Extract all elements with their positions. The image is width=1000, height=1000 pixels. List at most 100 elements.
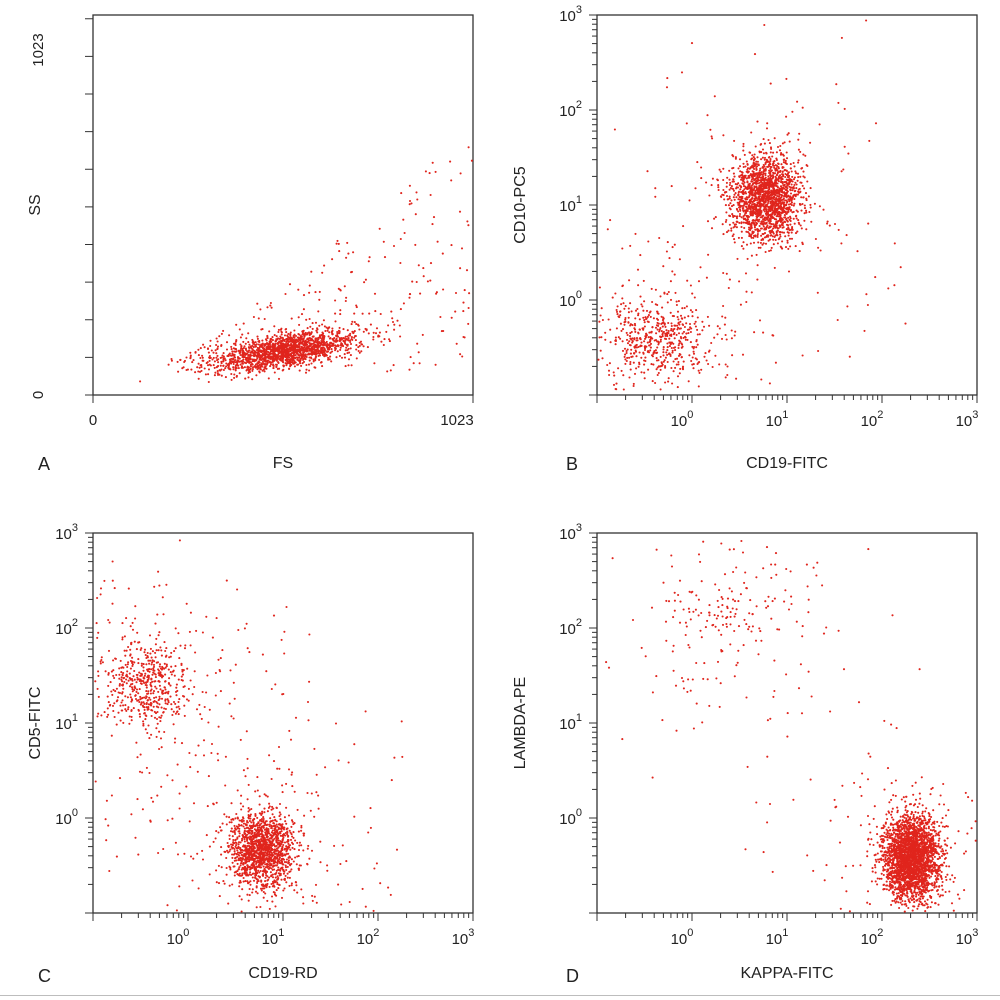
event-dot bbox=[302, 308, 305, 311]
event-dot bbox=[804, 192, 808, 195]
event-dot bbox=[887, 287, 890, 290]
event-dot bbox=[767, 182, 770, 185]
event-dot bbox=[302, 333, 305, 337]
event-dot bbox=[677, 344, 680, 347]
event-dot bbox=[755, 165, 759, 168]
event-dot bbox=[764, 205, 767, 209]
event-dot bbox=[604, 338, 607, 341]
event-dot bbox=[647, 368, 650, 371]
event-dot bbox=[728, 169, 731, 172]
event-dot bbox=[310, 351, 313, 354]
event-dot bbox=[778, 218, 782, 221]
event-dot bbox=[632, 382, 635, 385]
event-dot bbox=[350, 270, 354, 273]
event-dot bbox=[313, 366, 316, 369]
event-dot bbox=[805, 209, 808, 212]
event-dot bbox=[730, 229, 733, 232]
event-dot bbox=[651, 326, 654, 329]
event-dot bbox=[279, 359, 282, 362]
event-dot bbox=[776, 145, 780, 149]
event-dot bbox=[748, 167, 751, 170]
event-dot bbox=[645, 332, 648, 335]
event-dot bbox=[731, 354, 734, 357]
event-dot bbox=[231, 350, 234, 353]
event-dot bbox=[733, 225, 736, 228]
event-dot bbox=[791, 211, 794, 214]
event-dot bbox=[739, 188, 742, 191]
event-dot bbox=[840, 36, 843, 39]
event-dot bbox=[264, 365, 267, 368]
event-dot bbox=[785, 169, 789, 173]
event-dot bbox=[738, 215, 741, 218]
event-dot bbox=[411, 280, 414, 283]
event-dot bbox=[334, 320, 337, 323]
event-dot bbox=[170, 359, 173, 362]
event-dot bbox=[223, 882, 226, 885]
event-dot bbox=[343, 353, 346, 356]
event-dot bbox=[663, 323, 666, 326]
event-dot bbox=[277, 377, 281, 380]
event-dot bbox=[758, 169, 761, 172]
event-dot bbox=[296, 363, 299, 366]
event-dot bbox=[686, 279, 689, 282]
event-dot bbox=[288, 367, 291, 370]
event-dot bbox=[672, 370, 675, 373]
event-dot bbox=[657, 343, 660, 346]
event-dot bbox=[268, 341, 271, 344]
event-dot bbox=[716, 325, 719, 328]
event-dot bbox=[636, 339, 639, 342]
event-dot bbox=[643, 300, 646, 303]
event-dot bbox=[377, 334, 380, 337]
event-dot bbox=[633, 352, 636, 355]
event-dot bbox=[813, 202, 816, 205]
event-dot bbox=[805, 211, 808, 214]
event-dot bbox=[754, 190, 757, 194]
event-dot bbox=[766, 196, 769, 199]
event-dot bbox=[679, 314, 683, 317]
event-dot bbox=[278, 350, 281, 353]
event-dot bbox=[745, 243, 749, 246]
event-dot bbox=[780, 177, 783, 180]
event-dot bbox=[743, 176, 746, 179]
event-dot bbox=[204, 373, 207, 376]
event-dot bbox=[222, 364, 225, 367]
event-dot bbox=[318, 290, 321, 293]
event-dot bbox=[391, 317, 394, 320]
event-dot bbox=[614, 336, 617, 339]
event-dot bbox=[733, 223, 736, 226]
event-dot bbox=[454, 310, 457, 313]
event-dot bbox=[367, 260, 370, 263]
event-dot bbox=[220, 344, 223, 348]
event-dot bbox=[212, 351, 215, 354]
event-dot bbox=[197, 370, 200, 373]
event-dot bbox=[215, 352, 218, 355]
event-dot bbox=[416, 342, 419, 345]
event-dot bbox=[762, 200, 765, 203]
event-dot bbox=[294, 334, 298, 338]
event-dot bbox=[753, 167, 756, 171]
event-dot bbox=[336, 335, 340, 338]
event-dot bbox=[327, 335, 330, 338]
event-dot bbox=[760, 189, 763, 192]
event-dot bbox=[707, 253, 710, 256]
event-dot bbox=[769, 218, 772, 221]
event-dot bbox=[742, 149, 745, 152]
event-dot bbox=[677, 360, 680, 364]
event-dot bbox=[247, 332, 250, 335]
event-dot bbox=[755, 218, 758, 221]
event-dot bbox=[656, 310, 659, 313]
event-dot bbox=[730, 227, 733, 230]
event-dot bbox=[724, 316, 727, 319]
event-dot bbox=[781, 194, 784, 197]
event-dot bbox=[729, 181, 732, 184]
event-dot bbox=[758, 319, 762, 322]
event-dot bbox=[671, 246, 674, 249]
event-dot bbox=[763, 158, 766, 161]
event-dot bbox=[635, 355, 638, 358]
event-dot bbox=[780, 152, 783, 155]
event-dot bbox=[761, 243, 764, 246]
event-dot bbox=[643, 319, 646, 322]
event-dot bbox=[284, 344, 287, 348]
event-dot bbox=[744, 272, 748, 275]
event-dot bbox=[803, 187, 806, 190]
